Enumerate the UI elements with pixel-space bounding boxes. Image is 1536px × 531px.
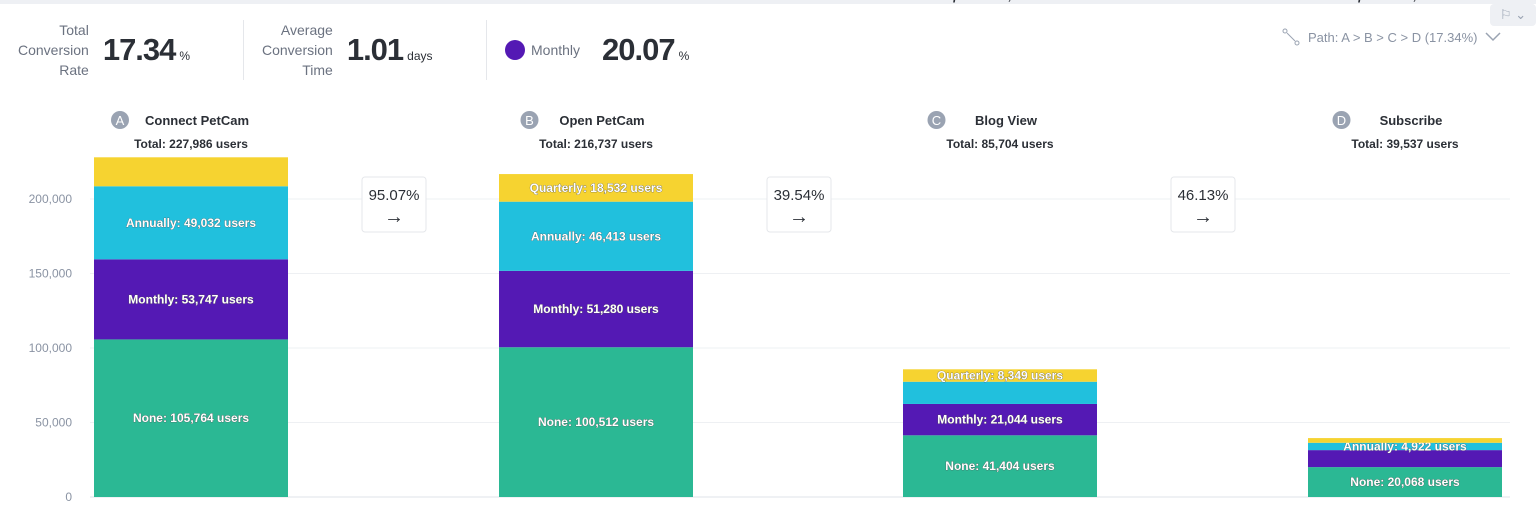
step-letter: B — [525, 113, 534, 128]
step-letter-badge — [1332, 111, 1351, 129]
arrow-right-icon: → — [789, 206, 809, 228]
step-total: Total: 227,986 users — [134, 137, 248, 151]
kpi-label: Conversion — [18, 42, 89, 58]
flag-icon: ⚐ — [1499, 7, 1512, 22]
kpi-value: 1.01 — [346, 32, 404, 67]
bar-segment-quarterly — [499, 174, 693, 202]
step-name: Blog View — [975, 113, 1038, 128]
top-border — [0, 0, 1536, 4]
drop-off-label: Drop Off: 142,282 users — [933, 0, 1068, 3]
step-letter: D — [1337, 113, 1346, 128]
segment-label: Monthly — [531, 42, 581, 58]
segment-kpi[interactable]: Monthly 20.07 % — [505, 32, 689, 68]
step-name: Connect PetCam — [145, 113, 249, 128]
y-tick-label: 50,000 — [35, 416, 72, 430]
segment-label: Monthly: 53,747 users — [128, 292, 254, 306]
conversion-rate: 95.07% — [369, 187, 420, 204]
bar-segment-annually — [1308, 442, 1502, 451]
kpi-label: Total — [59, 22, 89, 38]
bar-segment-monthly — [903, 403, 1097, 436]
segment-label: None: 100,512 users — [538, 415, 654, 429]
kpi-label: Conversion — [262, 42, 333, 58]
step-name: Open PetCam — [559, 113, 644, 128]
step-letter-badge — [520, 111, 539, 129]
kpi-unit: % — [179, 49, 191, 63]
y-tick-label: 150,000 — [29, 267, 73, 281]
segment-label: None: 20,068 users — [1350, 475, 1460, 489]
avg-time-kpi: Average Conversion Time 1.01 days — [262, 20, 433, 80]
segment-label: Monthly: 51,280 users — [533, 302, 659, 316]
bar-segment-monthly — [94, 259, 288, 340]
kpi-value: 17.34 — [102, 32, 177, 67]
bar-segment-none — [1308, 467, 1502, 497]
divider — [486, 20, 487, 80]
segment-label: Annually: 49,032 users — [126, 216, 256, 230]
arrow-right-icon: → — [384, 206, 404, 228]
bar-segment-quarterly — [1308, 438, 1502, 443]
step-letter-badge — [111, 111, 129, 129]
kpi-label: Time — [302, 62, 333, 78]
bar-segment-annually — [94, 186, 288, 260]
conversion-box — [361, 176, 427, 233]
conversion-box — [766, 176, 832, 233]
bar-segment-none — [94, 339, 288, 497]
bar-segment-quarterly — [903, 369, 1097, 382]
chevron-down-icon: ⌄ — [1515, 7, 1527, 22]
segment-color-dot — [505, 40, 525, 60]
step-total: Total: 85,704 users — [946, 137, 1053, 151]
step-total: Total: 39,537 users — [1351, 137, 1458, 151]
kpi-label: Rate — [59, 62, 89, 78]
step-letter: C — [932, 113, 941, 128]
kpi-label: Average — [280, 22, 333, 38]
divider — [243, 20, 244, 80]
segment-label: Quarterly: 8,349 users — [937, 369, 1063, 383]
bar-segment-none — [903, 435, 1097, 497]
conversion-rate: 39.54% — [774, 187, 825, 204]
bar-segment-none — [499, 347, 693, 497]
arrow-right-icon: → — [1193, 206, 1213, 228]
step-name: Subscribe — [1380, 113, 1443, 128]
y-tick-label: 0 — [65, 490, 72, 504]
bar-segment-annually — [903, 381, 1097, 404]
drop-off-label: Drop Off: 188,449 users — [1338, 0, 1473, 3]
step-total: Total: 216,737 users — [539, 137, 653, 151]
step-letter: A — [116, 113, 125, 128]
kpi-unit: days — [407, 49, 433, 63]
path-icon — [1282, 28, 1300, 46]
step-letter-badge — [927, 111, 946, 129]
kpi-value: 20.07 — [602, 32, 676, 67]
bar-segment-annually — [499, 201, 693, 271]
path-label: Path: A > B > C > D (17.34%) — [1308, 29, 1478, 45]
conversion-box — [1170, 176, 1236, 233]
kpi-unit: % — [678, 49, 690, 63]
y-tick-label: 100,000 — [29, 341, 73, 355]
total-conversion-kpi: Total Conversion Rate 17.34 % — [18, 20, 190, 80]
flag-menu-button[interactable]: ⚐ ⌄ — [1490, 4, 1536, 26]
segment-label: None: 105,764 users — [133, 411, 249, 425]
segment-label: None: 41,404 users — [945, 459, 1055, 473]
bar-segment-quarterly — [94, 157, 288, 187]
bar-segment-monthly — [499, 270, 693, 348]
segment-label: Annually: 46,413 users — [531, 229, 661, 243]
bar-segment-monthly — [1308, 450, 1502, 468]
conversion-rate: 46.13% — [1178, 187, 1229, 204]
path-selector[interactable]: Path: A > B > C > D (17.34%) — [1282, 28, 1501, 46]
segment-label: Quarterly: 18,532 users — [530, 181, 663, 195]
chevron-down-icon — [1485, 32, 1501, 42]
segment-label: Annually: 4,922 users — [1343, 439, 1467, 453]
segment-label: Monthly: 21,044 users — [937, 413, 1063, 427]
y-tick-label: 200,000 — [29, 192, 73, 206]
